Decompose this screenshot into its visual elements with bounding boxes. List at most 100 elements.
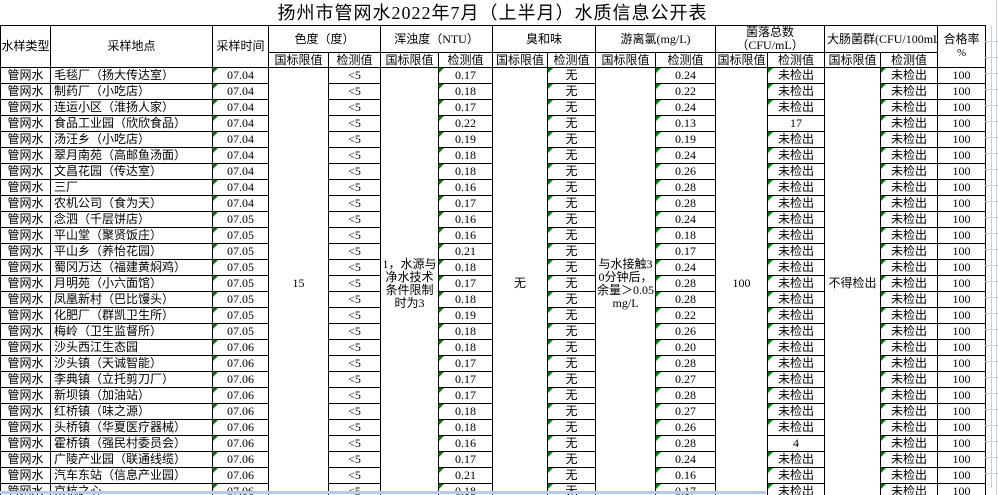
color-value-cell[interactable]: <5: [327, 339, 382, 356]
color-value-cell[interactable]: <5: [327, 259, 382, 276]
pass-rate-cell[interactable]: 100: [937, 467, 987, 484]
pass-rate-cell[interactable]: 100: [937, 259, 987, 276]
coliform-value-cell[interactable]: 未检出: [880, 147, 939, 164]
location-cell[interactable]: 化肥厂（群凯卫生所）: [50, 307, 213, 324]
turbidity-value-cell[interactable]: 0.17: [438, 67, 494, 84]
location-cell[interactable]: 红桥镇（味之源）: [50, 403, 213, 420]
odor-value-cell[interactable]: 无: [547, 387, 597, 404]
coliform-value-cell[interactable]: 未检出: [880, 67, 939, 84]
coliform-value-cell[interactable]: 未检出: [880, 179, 939, 196]
colony-value-cell[interactable]: 未检出: [767, 179, 826, 196]
colony-value-cell[interactable]: 未检出: [767, 163, 826, 180]
color-value-cell[interactable]: <5: [327, 403, 382, 420]
odor-value-cell[interactable]: 无: [547, 83, 597, 100]
turbidity-value-cell[interactable]: 0.18: [438, 147, 494, 164]
time-cell[interactable]: 07.06: [212, 355, 269, 372]
coliform-value-cell[interactable]: 未检出: [880, 387, 939, 404]
color-value-cell[interactable]: <5: [327, 275, 382, 292]
location-cell[interactable]: 念泗（千层饼店）: [50, 211, 213, 228]
color-value-cell[interactable]: <5: [327, 83, 382, 100]
colony-value-cell[interactable]: 未检出: [767, 451, 826, 468]
colony-value-cell[interactable]: 未检出: [767, 83, 826, 100]
location-cell[interactable]: 平山乡（养怡花园）: [50, 243, 213, 260]
time-cell[interactable]: 07.06: [212, 387, 269, 404]
time-cell[interactable]: 07.04: [212, 131, 269, 148]
col-header-odor[interactable]: 臭和味: [492, 25, 597, 53]
sample-type-cell[interactable]: 管网水: [0, 259, 51, 276]
odor-value-cell[interactable]: 无: [547, 339, 597, 356]
time-cell[interactable]: 07.05: [212, 307, 269, 324]
location-cell[interactable]: 制药厂（小吃店）: [50, 83, 213, 100]
turbidity-value-cell[interactable]: 0.17: [438, 387, 494, 404]
chlorine-value-cell[interactable]: 0.28: [655, 195, 717, 212]
pass-rate-cell[interactable]: 100: [937, 131, 987, 148]
odor-value-cell[interactable]: 无: [547, 67, 597, 84]
chlorine-value-cell[interactable]: 0.18: [655, 227, 717, 244]
location-cell[interactable]: 连运小区（淮扬人家）: [50, 99, 213, 116]
turbidity-value-cell[interactable]: 0.22: [438, 115, 494, 132]
pass-rate-cell[interactable]: 100: [937, 355, 987, 372]
turbidity-value-cell[interactable]: 0.18: [438, 83, 494, 100]
color-value-cell[interactable]: <5: [327, 163, 382, 180]
chlorine-value-cell[interactable]: 0.16: [655, 467, 717, 484]
coliform-value-cell[interactable]: 未检出: [880, 467, 939, 484]
col-header-location[interactable]: 采样地点: [50, 25, 213, 68]
coliform-value-cell[interactable]: 未检出: [880, 403, 939, 420]
colony-value-cell[interactable]: 未检出: [767, 259, 826, 276]
chlorine-value-cell[interactable]: 0.28: [655, 355, 717, 372]
pass-rate-cell[interactable]: 100: [937, 147, 987, 164]
coliform-value-cell[interactable]: 未检出: [880, 227, 939, 244]
coliform-value-cell[interactable]: 未检出: [880, 323, 939, 340]
turbidity-value-cell[interactable]: 0.21: [438, 243, 494, 260]
coliform-value-cell[interactable]: 未检出: [880, 195, 939, 212]
pass-rate-cell[interactable]: 100: [937, 483, 987, 495]
subheader-turbidity-limit[interactable]: 国标限值: [380, 52, 440, 68]
coliform-value-cell[interactable]: 未检出: [880, 483, 939, 495]
odor-value-cell[interactable]: 无: [547, 451, 597, 468]
location-cell[interactable]: 文昌花园（传达室）: [50, 163, 213, 180]
sample-type-cell[interactable]: 管网水: [0, 67, 51, 84]
coliform-value-cell[interactable]: 未检出: [880, 419, 939, 436]
chlorine-value-cell[interactable]: 0.28: [655, 387, 717, 404]
coliform-value-cell[interactable]: 未检出: [880, 259, 939, 276]
chlorine-value-cell[interactable]: 0.24: [655, 211, 717, 228]
subheader-odor-value[interactable]: 检测值: [547, 52, 597, 68]
time-cell[interactable]: 07.05: [212, 291, 269, 308]
sample-type-cell[interactable]: 管网水: [0, 83, 51, 100]
location-cell[interactable]: 三厂: [50, 179, 213, 196]
coliform-value-cell[interactable]: 未检出: [880, 99, 939, 116]
pass-rate-cell[interactable]: 100: [937, 83, 987, 100]
col-header-coliform[interactable]: 大肠菌群(CFU/100mL): [824, 25, 939, 53]
time-cell[interactable]: 07.06: [212, 371, 269, 388]
pass-rate-cell[interactable]: 100: [937, 435, 987, 452]
sample-type-cell[interactable]: 管网水: [0, 211, 51, 228]
location-cell[interactable]: 汽车东站（信息产业园）: [50, 467, 213, 484]
odor-value-cell[interactable]: 无: [547, 211, 597, 228]
color-value-cell[interactable]: <5: [327, 307, 382, 324]
colony-value-cell[interactable]: 未检出: [767, 387, 826, 404]
time-cell[interactable]: 07.04: [212, 83, 269, 100]
turbidity-value-cell[interactable]: 0.16: [438, 435, 494, 452]
sample-type-cell[interactable]: 管网水: [0, 451, 51, 468]
subheader-coliform-value[interactable]: 检测值: [880, 52, 939, 68]
subheader-colony-limit[interactable]: 国标限值: [715, 52, 769, 68]
colony-value-cell[interactable]: 未检出: [767, 467, 826, 484]
location-cell[interactable]: 梅岭（卫生监督所）: [50, 323, 213, 340]
coliform-value-cell[interactable]: 未检出: [880, 307, 939, 324]
coliform-value-cell[interactable]: 未检出: [880, 371, 939, 388]
limit-chlorine-cell[interactable]: 与水接触30分钟后，余量＞0.05mg/L: [595, 67, 657, 495]
chlorine-value-cell[interactable]: 0.24: [655, 67, 717, 84]
color-value-cell[interactable]: <5: [327, 131, 382, 148]
color-value-cell[interactable]: <5: [327, 355, 382, 372]
location-cell[interactable]: 广陵产业园（联通线缆）: [50, 451, 213, 468]
location-cell[interactable]: 毛毯厂（扬大传达室）: [50, 67, 213, 84]
time-cell[interactable]: 07.06: [212, 435, 269, 452]
subheader-color-value[interactable]: 检测值: [327, 52, 382, 68]
time-cell[interactable]: 07.05: [212, 323, 269, 340]
chlorine-value-cell[interactable]: 0.28: [655, 435, 717, 452]
pass-rate-cell[interactable]: 100: [937, 115, 987, 132]
coliform-value-cell[interactable]: 未检出: [880, 275, 939, 292]
chlorine-value-cell[interactable]: 0.24: [655, 451, 717, 468]
coliform-value-cell[interactable]: 未检出: [880, 339, 939, 356]
coliform-value-cell[interactable]: 未检出: [880, 243, 939, 260]
